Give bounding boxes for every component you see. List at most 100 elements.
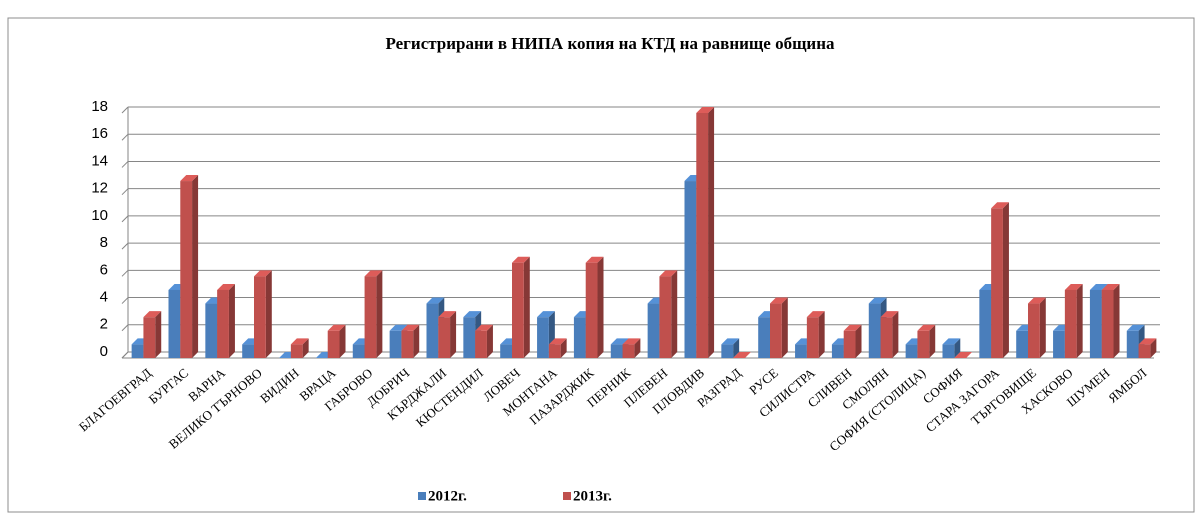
bar (537, 317, 549, 358)
bar (610, 344, 623, 358)
bar (1126, 330, 1139, 358)
bar-top (463, 311, 482, 318)
y-tick-label: 8 (100, 234, 108, 251)
bar (180, 181, 193, 358)
bar-side (855, 324, 862, 358)
bar (327, 330, 340, 358)
bar-side (1113, 283, 1120, 358)
bar-side (155, 311, 162, 358)
bar (500, 344, 512, 358)
grid-side (121, 106, 129, 114)
bar (426, 303, 439, 358)
bar (217, 289, 229, 358)
bar-side (376, 270, 383, 358)
bar (622, 344, 635, 358)
bar (389, 330, 402, 358)
y-tick-label: 4 (100, 289, 108, 306)
y-tick-label: 2 (100, 316, 108, 333)
bar (168, 289, 181, 358)
bar (991, 208, 1003, 358)
bar (831, 344, 844, 358)
bar (1064, 289, 1077, 358)
bar-top (389, 324, 408, 331)
bar-side (1076, 283, 1083, 358)
grid-side (121, 269, 129, 277)
bar (512, 262, 524, 358)
bar (205, 303, 218, 358)
grid-side (121, 242, 129, 250)
bar-top (954, 352, 973, 358)
bar (573, 317, 586, 358)
bar-top (290, 338, 309, 345)
bar (721, 344, 734, 358)
bar (696, 113, 709, 358)
bar-side (1002, 202, 1009, 358)
y-tick-label: 0 (100, 343, 108, 360)
bar-side (450, 311, 457, 358)
bar (880, 317, 893, 358)
bar-top (537, 311, 555, 318)
bar (438, 317, 451, 358)
bar-side (228, 283, 235, 358)
grid-side (121, 161, 129, 168)
bar-top (806, 311, 825, 318)
bar-side (929, 324, 936, 358)
bar (463, 317, 476, 358)
bar (548, 344, 561, 358)
bar-top (438, 311, 457, 318)
bar-top (991, 202, 1009, 209)
y-tick-label: 10 (91, 207, 108, 224)
bar (1138, 344, 1151, 358)
legend-swatch (418, 492, 426, 500)
bar (475, 330, 487, 358)
bar (1016, 330, 1028, 358)
bar-side (413, 324, 420, 358)
bar-top (180, 175, 199, 182)
grid-side (121, 297, 129, 304)
bar-side (818, 311, 825, 358)
bar-top (868, 297, 887, 304)
bar (684, 181, 697, 358)
bar-top (143, 311, 162, 318)
bar (979, 289, 992, 358)
bar-top (1089, 283, 1108, 290)
bar (647, 303, 660, 358)
bar-top (659, 270, 678, 277)
grid-side (121, 324, 129, 332)
bar-side (192, 175, 199, 358)
bar-top (1101, 283, 1120, 290)
legend-label: 2013г. (573, 488, 612, 504)
legend-label: 2012г. (428, 488, 467, 504)
bar (795, 344, 807, 358)
bar-side (1150, 338, 1157, 358)
chart-title: Регистрирани в НИПА копия на КТД на равн… (385, 34, 835, 53)
bar-top (770, 297, 788, 304)
bar (254, 276, 266, 358)
bar (364, 276, 377, 358)
bar-top (622, 338, 641, 345)
bar-top (364, 270, 383, 277)
bar (758, 317, 770, 358)
y-tick-label: 16 (91, 125, 108, 142)
bar-top (942, 338, 961, 345)
bar-side (781, 297, 788, 358)
bar (659, 276, 672, 358)
bar (868, 303, 881, 358)
y-tick-label: 6 (100, 261, 108, 278)
y-tick-label: 12 (91, 180, 108, 197)
bar-top (696, 107, 715, 113)
bar-top (327, 324, 346, 331)
bar-side (733, 338, 740, 358)
bar (401, 330, 414, 358)
bar-top (610, 338, 629, 345)
bar (1028, 303, 1040, 358)
bar-top (475, 324, 493, 331)
bar-top (880, 311, 899, 318)
y-tick-label: 14 (91, 152, 108, 169)
bar-top (1138, 338, 1157, 345)
bar-top (512, 256, 530, 263)
bar-top (1126, 324, 1145, 331)
bar-top (1064, 283, 1083, 290)
bar-top (843, 324, 862, 331)
